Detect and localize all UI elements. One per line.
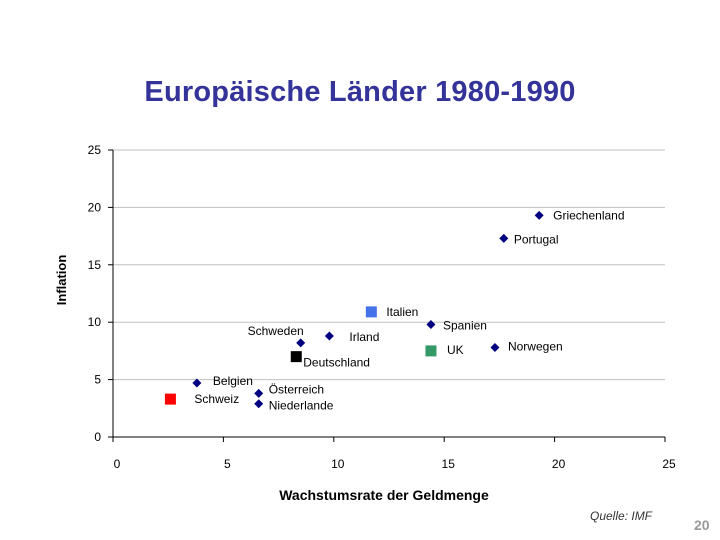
- label-deutschland: Deutschland: [303, 356, 370, 370]
- page-number: 20: [694, 517, 710, 533]
- label-schweden: Schweden: [248, 324, 304, 338]
- x-tick-label: 25: [662, 457, 676, 471]
- label-belgien: Belgien: [213, 374, 253, 388]
- point-schweden: [296, 338, 306, 348]
- point-uk: [425, 345, 437, 357]
- label-portugal: Portugal: [514, 232, 559, 246]
- label-griechenland: Griechenland: [553, 208, 624, 222]
- x-tick-label: 20: [552, 457, 566, 471]
- label-norwegen: Norwegen: [508, 339, 563, 353]
- x-tick-label: 10: [331, 457, 345, 471]
- x-tick-label: 0: [114, 457, 121, 471]
- y-tick-label: 0: [94, 430, 101, 444]
- label-spanien: Spanien: [443, 318, 487, 332]
- point-portugal: [499, 233, 509, 243]
- label-irland: Irland: [349, 330, 379, 344]
- point-spanien: [426, 319, 436, 329]
- point-griechenland: [534, 210, 544, 220]
- y-axis-label: Inflation: [54, 255, 69, 306]
- x-tick-label: 5: [224, 457, 231, 471]
- point-belgien: [192, 378, 202, 388]
- x-tick-label: 15: [442, 457, 456, 471]
- chart-title: Europäische Länder 1980-1990: [144, 76, 576, 108]
- y-tick-label: 15: [88, 258, 102, 272]
- point-schweiz: [164, 393, 176, 405]
- y-tick-label: 5: [94, 373, 101, 387]
- point-oesterreich: [254, 388, 264, 398]
- label-niederlande: Niederlande: [269, 399, 334, 413]
- y-tick-label: 20: [88, 200, 102, 214]
- source-note: Quelle: IMF: [590, 509, 653, 523]
- label-uk: UK: [447, 343, 464, 357]
- point-irland: [324, 331, 334, 341]
- label-italien: Italien: [386, 305, 418, 319]
- point-niederlande: [254, 399, 264, 409]
- x-axis-label: Wachstumsrate der Geldmenge: [279, 487, 489, 503]
- y-tick-label: 25: [88, 143, 102, 157]
- label-oesterreich: Österreich: [269, 382, 324, 396]
- y-tick-label: 10: [88, 315, 102, 329]
- point-norwegen: [490, 342, 500, 352]
- point-italien: [365, 306, 377, 318]
- point-deutschland: [290, 351, 302, 363]
- label-schweiz: Schweiz: [194, 392, 239, 406]
